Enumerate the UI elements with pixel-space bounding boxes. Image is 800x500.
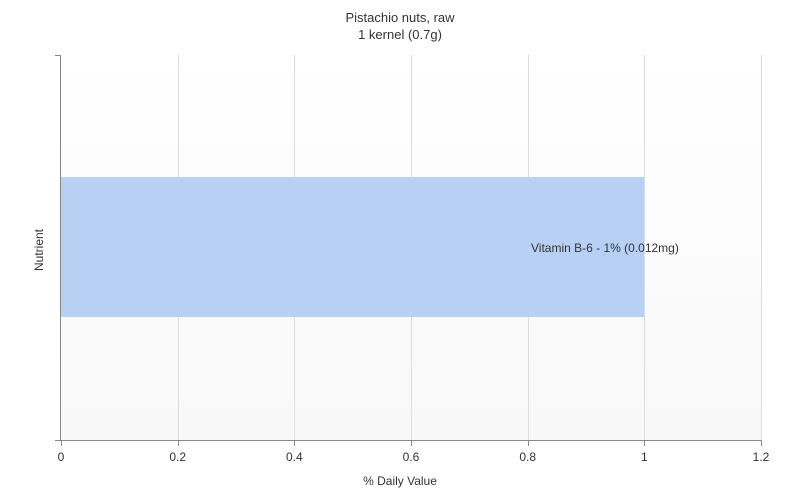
x-tick [528,440,529,446]
chart-container: Pistachio nuts, raw 1 kernel (0.7g) Nutr… [0,0,800,500]
title-line1: Pistachio nuts, raw [345,10,454,25]
y-tick [55,55,61,56]
x-tick [761,440,762,446]
x-tick [61,440,62,446]
x-tick-label: 1 [641,450,648,464]
x-tick-label: 0 [58,450,65,464]
x-tick [294,440,295,446]
x-tick [644,440,645,446]
chart-title: Pistachio nuts, raw 1 kernel (0.7g) [0,0,800,44]
x-tick-label: 0.8 [519,450,536,464]
x-tick-label: 0.2 [169,450,186,464]
x-tick [178,440,179,446]
x-tick-label: 0.4 [286,450,303,464]
x-tick-label: 1.2 [753,450,770,464]
gridline [761,55,762,440]
plot-area: 00.20.40.60.811.2Vitamin B-6 - 1% (0.012… [60,55,761,441]
title-line2: 1 kernel (0.7g) [358,27,442,42]
y-tick [55,440,61,441]
x-tick-label: 0.6 [403,450,420,464]
x-tick [411,440,412,446]
x-axis-label: % Daily Value [363,474,437,488]
bar-label: Vitamin B-6 - 1% (0.012mg) [531,241,679,255]
y-axis-label: Nutrient [32,229,46,271]
